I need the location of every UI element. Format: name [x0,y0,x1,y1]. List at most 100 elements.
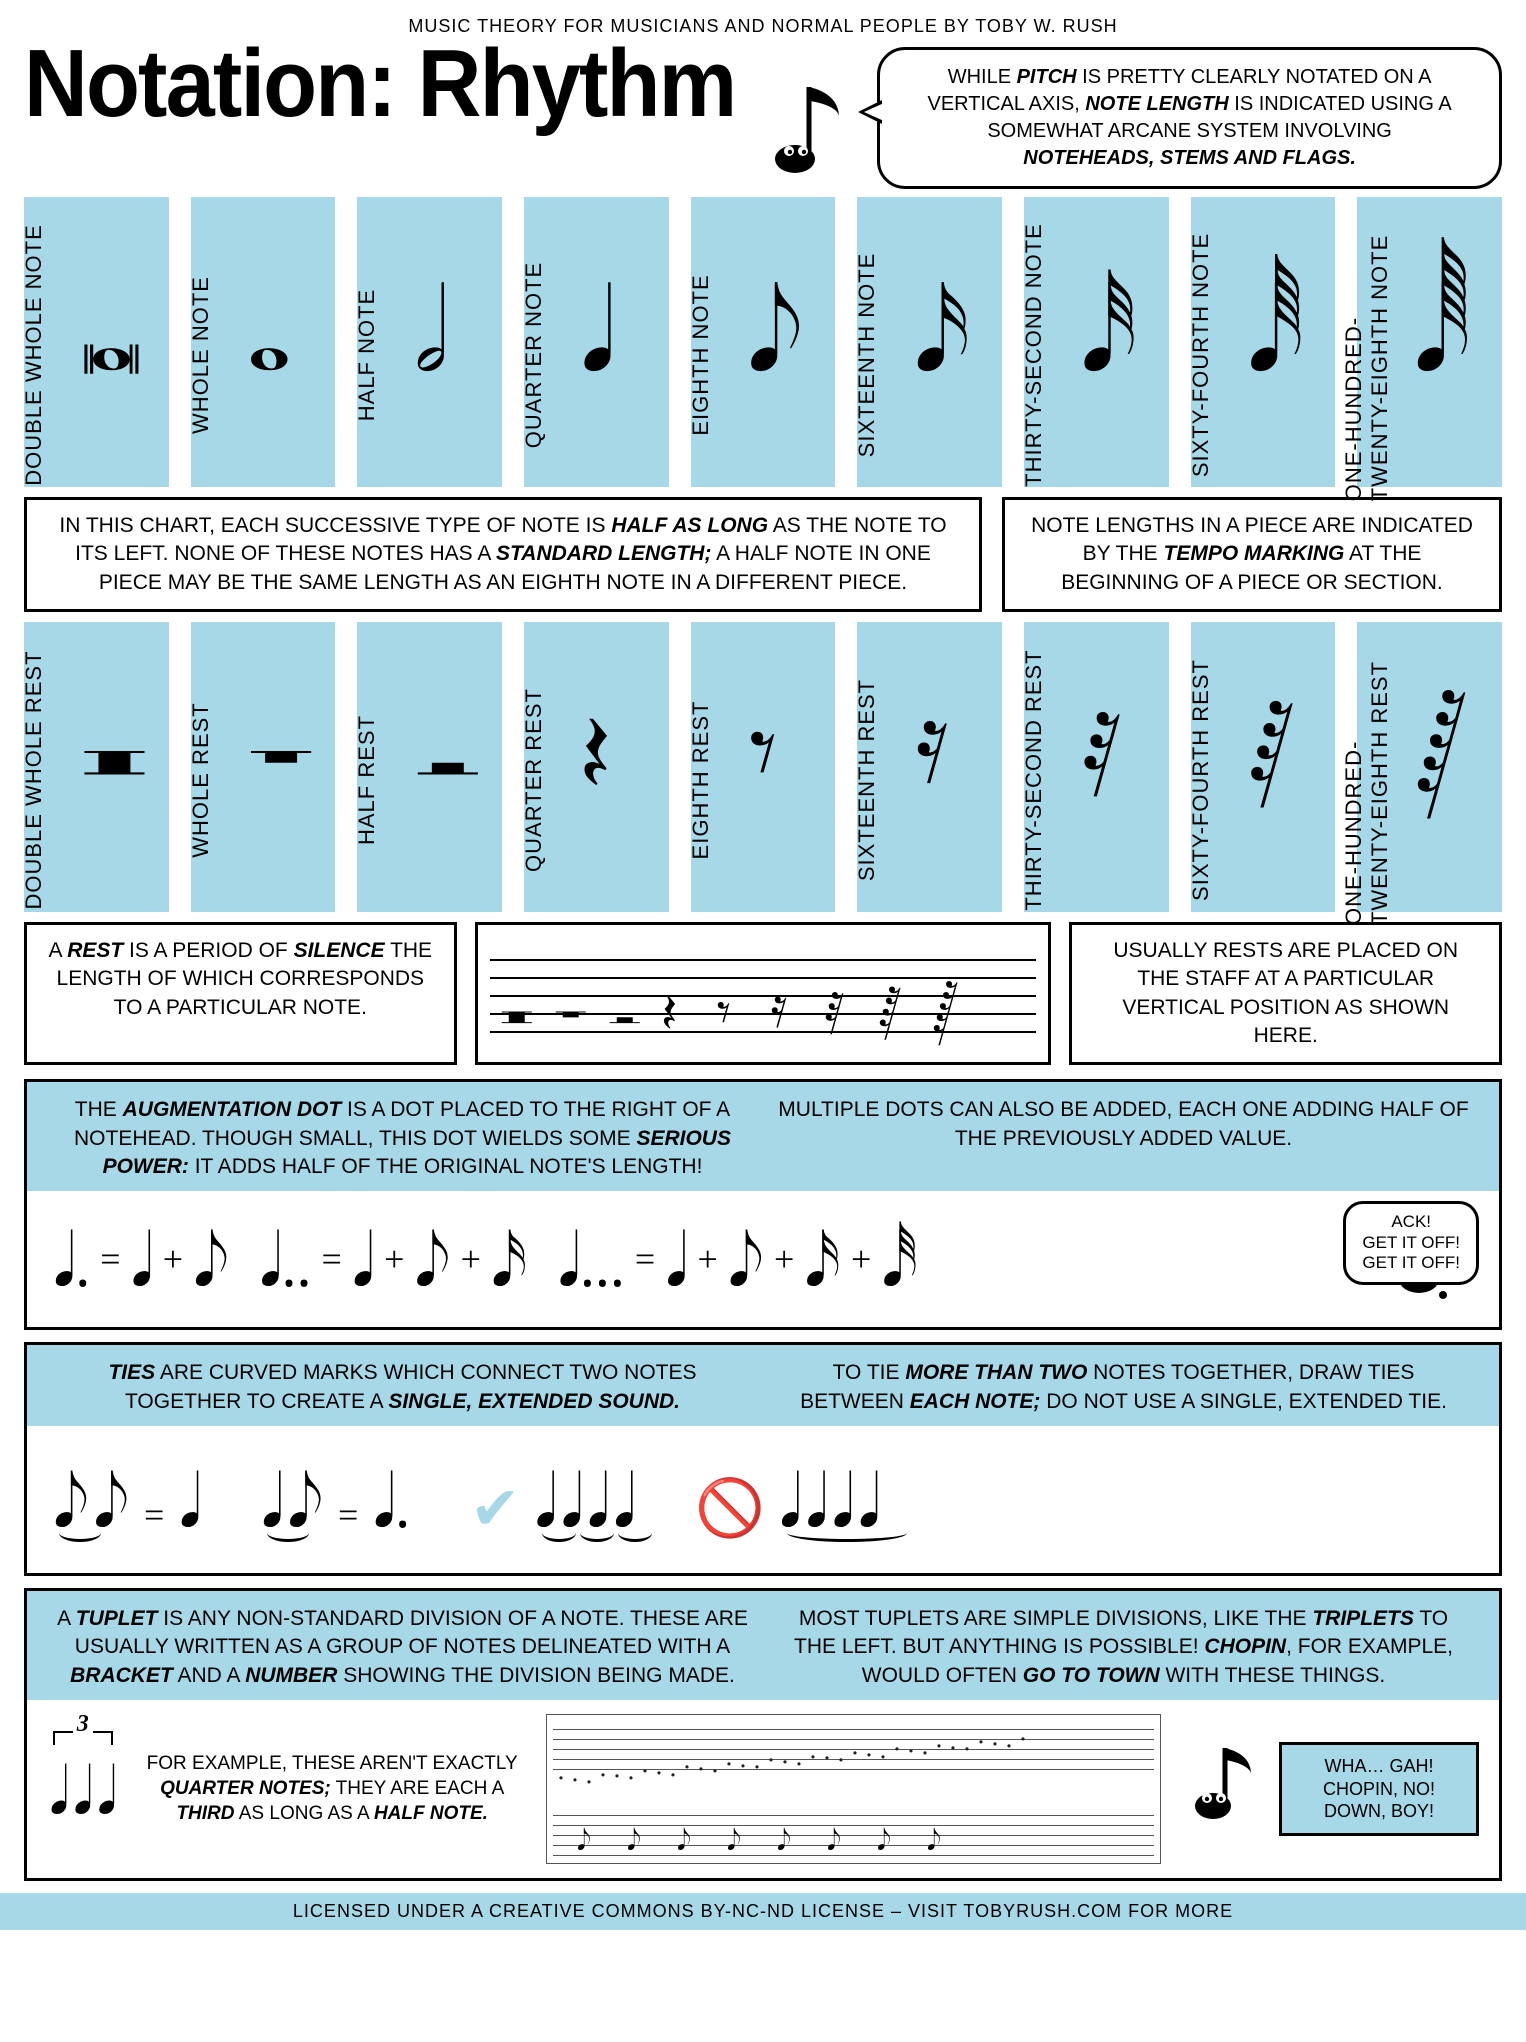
chart-column: HALF REST𝄼 [357,622,502,912]
note-glyph-icon: 𝄼 [413,710,482,798]
chart-column: WHOLE REST 𝄻 [191,622,336,912]
note-glyph-icon: 𝅀 [1080,710,1124,798]
note-icon: 𝅘𝅥 [49,1745,69,1834]
tie-bad: 🚫 𝅘𝅥𝅘𝅥𝅘𝅥𝅘𝅥 [695,1450,880,1550]
panel-rest-position: USUALLY RESTS ARE PLACED ON THE STAFF AT… [1069,922,1502,1065]
chart-column: EIGHTH REST𝄾 [691,622,836,912]
chart-column: DOUBLE WHOLE NOTE 𝅜 [24,197,169,487]
t: NOTEHEADS, STEMS AND FLAGS. [1023,147,1356,169]
note-glyph-icon: 𝅗𝅥 [413,285,448,373]
intro-speech-bubble: WHILE PITCH IS PRETTY CLEARLY NOTATED ON… [877,47,1502,189]
column-label: ONE-HUNDRED- TWENTY-EIGHTH REST [1341,661,1393,925]
t: NOTE LENGTH [1085,93,1228,115]
g: 𝅘𝅥𝅮 [414,1209,450,1309]
column-label: THIRTY-SECOND REST [1021,649,1047,910]
g: 𝅘𝅥𝅮 [728,1209,764,1309]
tie-eq1: 𝅘𝅥𝅮 𝅘𝅥𝅮 = 𝅘𝅥 [53,1450,201,1550]
chart-column: THIRTY-SECOND NOTE𝅘𝅥𝅰 [1024,197,1169,487]
chart-column: SIXTY-FOURTH NOTE𝅘𝅥𝅱 [1191,197,1336,487]
chart-column: ONE-HUNDRED- TWENTY-EIGHTH NOTE𝅘𝅥𝅲 [1357,197,1502,487]
g: 𝅘𝅥𝅮 [193,1209,229,1309]
staff-rest-icon: 𝅁 [878,973,903,1052]
augmentation-equations: 𝅘𝅥. = 𝅘𝅥 + 𝅘𝅥𝅮 𝅘𝅥.. = 𝅘𝅥+ 𝅘𝅥𝅮+ 𝅘𝅥𝅯 𝅘𝅥...… [27,1191,1499,1327]
notes-chart: DOUBLE WHOLE NOTE 𝅜 WHOLE NOTE 𝅝 HALF NOTE 𝅗𝅥… [24,197,1502,487]
mascot-panic-icon [1183,1744,1257,1834]
column-label: QUARTER REST [521,688,547,872]
g: 𝅘𝅥 [179,1450,201,1550]
ties-text-right: TO TIE MORE THAN TWO NOTES TOGETHER, DRA… [778,1359,1469,1416]
chart-column: ONE-HUNDRED- TWENTY-EIGHTH REST𝅂 [1357,622,1502,912]
column-label: SIXTEENTH REST [854,679,880,881]
note-glyph-icon: 𝅁 [1247,710,1297,798]
chopin-bubble: WHA… GAH! CHOPIN, NO! DOWN, BOY! [1279,1742,1479,1836]
aug-eq3: 𝅘𝅥... = 𝅘𝅥+ 𝅘𝅥𝅮+ 𝅘𝅥𝅯+ 𝅘𝅥𝅰 [558,1209,918,1309]
prohibited-icon: 🚫 [695,1450,765,1550]
author: BY TOBY W. RUSH [944,16,1118,36]
chopin-excerpt: ••••••••••••••••••••••••••••••••••𝅘𝅥𝅮𝅘𝅥𝅮… [546,1714,1161,1864]
note-glyph-icon: 𝅝 [247,285,292,373]
ties-section: TIES ARE CURVED MARKS WHICH CONNECT TWO … [24,1342,1502,1576]
column-label: WHOLE NOTE [188,276,214,434]
page-title: Notation: Rhythm [24,29,735,139]
note-glyph-icon: 𝅂 [1413,710,1469,798]
t: IS INDICATED USING A [1234,93,1451,115]
note-glyph-icon: 𝄿 [913,710,951,798]
note-glyph-icon: 𝄻 [247,710,316,798]
column-label: WHOLE REST [188,702,214,857]
t: VERTICAL AXIS, [928,93,1080,115]
column-label: HALF NOTE [354,289,380,421]
rests-chart: DOUBLE WHOLE REST𝄺 WHOLE REST 𝄻 HALF REST𝄼Q… [24,622,1502,912]
staff-rest-icon: 𝄿 [770,973,789,1052]
g: 𝅘𝅥. [373,1450,410,1550]
augmentation-text-right: MULTIPLE DOTS CAN ALSO BE ADDED, EACH ON… [778,1096,1469,1181]
triplet-caption: FOR EXAMPLE, THESE AREN'T EXACTLY QUARTE… [141,1752,524,1826]
chart-column: SIXTEENTH REST 𝄿 [857,622,1002,912]
triplet-example: 𝅘𝅥𝅘𝅥𝅘𝅥 [47,1745,119,1834]
staff-rest-icon: 𝄼 [608,973,642,1052]
note-glyph-icon: 𝅘𝅥𝅱 [1247,285,1305,373]
augmentation-text-left: THE AUGMENTATION DOT IS A DOT PLACED TO … [57,1096,748,1181]
g: 𝅘𝅥.. [259,1209,311,1309]
staff-rest-icon: 𝄺 [500,973,534,1052]
note-glyph-icon: 𝄽 [580,710,611,798]
column-label: EIGHTH NOTE [688,274,714,435]
note-glyph-icon: 𝅘𝅥𝅲 [1413,285,1471,373]
staff-rest-icon: 𝄾 [716,973,732,1052]
chart-column: SIXTEENTH NOTE𝅘𝅥𝅯 [857,197,1002,487]
g: 𝅘𝅥𝅯 [491,1209,528,1309]
staff-rest-icon: 𝅀 [824,973,846,1052]
column-label: ONE-HUNDRED- TWENTY-EIGHTH NOTE [1341,235,1393,502]
staff-rest-icon: 𝅂 [932,973,960,1052]
license-footer: LICENSED UNDER A CREATIVE COMMONS BY-NC-… [0,1893,1526,1930]
g: 𝅘𝅥𝅯 [804,1209,841,1309]
chart-column: DOUBLE WHOLE REST𝄺 [24,622,169,912]
column-label: SIXTEENTH NOTE [854,253,880,458]
note-glyph-icon: 𝄺 [80,710,149,798]
note-glyph-icon: 𝅘𝅥𝅮 [747,285,804,373]
t: SOMEWHAT ARCANE SYSTEM INVOLVING [987,120,1392,142]
panel-tempo-marking: NOTE LENGTHS IN A PIECE ARE INDICATED BY… [1002,497,1502,612]
g: 𝅘𝅥. [53,1209,90,1309]
g: 𝅘𝅥𝅰 [881,1209,918,1309]
tie-good: ✔ 𝅘𝅥𝅘𝅥𝅘𝅥𝅘𝅥 [470,1446,635,1553]
t: PITCH [1017,66,1077,88]
column-label: DOUBLE WHOLE NOTE [21,224,47,485]
staff-rest-icon: 𝄻 [554,973,588,1052]
note-glyph-icon: 𝅘𝅥𝅰 [1080,285,1138,373]
g: 𝅘𝅥 [131,1209,153,1309]
chart-column: HALF NOTE 𝅗𝅥 [357,197,502,487]
mascot-note-icon [767,79,857,189]
ties-examples: 𝅘𝅥𝅮 𝅘𝅥𝅮 = 𝅘𝅥 𝅘𝅥 𝅘𝅥𝅮 = 𝅘𝅥. ✔ 𝅘𝅥𝅘𝅥𝅘𝅥𝅘𝅥 🚫 [27,1426,1499,1573]
mid-panels: IN THIS CHART, EACH SUCCESSIVE TYPE OF N… [24,497,1502,612]
panel-half-as-long: IN THIS CHART, EACH SUCCESSIVE TYPE OF N… [24,497,982,612]
chart-column: SIXTY-FOURTH REST𝅁 [1191,622,1336,912]
g: 𝅘𝅥 [352,1209,374,1309]
note-glyph-icon: 𝅜 [80,285,143,373]
note-icon: 𝅘𝅥 [73,1745,93,1834]
g: 𝅘𝅥 [665,1209,687,1309]
chart-column: WHOLE NOTE 𝅝 [191,197,336,487]
chart-column: QUARTER NOTE𝅘𝅥 [524,197,669,487]
tuplets-text-left: A TUPLET IS ANY NON-STANDARD DIVISION OF… [57,1605,748,1690]
check-icon: ✔ [470,1446,520,1553]
chart-column: EIGHTH NOTE 𝅘𝅥𝅮 [691,197,836,487]
